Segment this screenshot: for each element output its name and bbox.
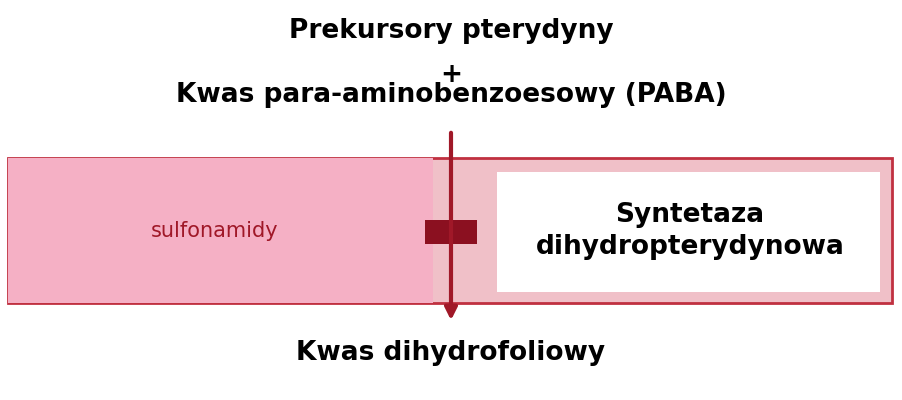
Text: Kwas dihydrofoliowy: Kwas dihydrofoliowy — [297, 340, 605, 366]
Text: +: + — [440, 62, 462, 88]
Text: Kwas para-aminobenzoesowy (PABA): Kwas para-aminobenzoesowy (PABA) — [176, 82, 726, 108]
Text: Prekursory pterydyny: Prekursory pterydyny — [289, 18, 613, 44]
Bar — [425, 220, 477, 244]
Bar — [497, 172, 880, 292]
Bar — [8, 158, 433, 303]
Bar — [8, 158, 892, 303]
Text: sulfonamidy: sulfonamidy — [152, 221, 279, 241]
Text: Syntetaza
dihydropterydynowa: Syntetaza dihydropterydynowa — [536, 202, 844, 260]
